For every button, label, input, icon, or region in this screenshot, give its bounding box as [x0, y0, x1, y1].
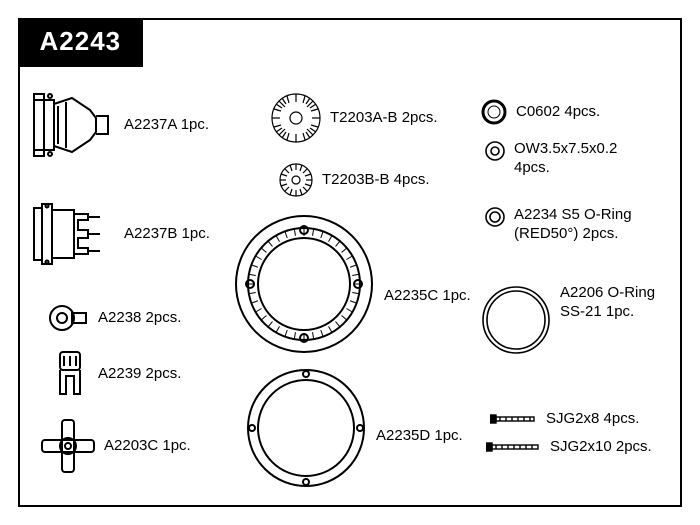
- a2206-icon: [480, 284, 552, 356]
- a2235c-icon: [232, 212, 376, 356]
- part-a2206: A2206 O-Ring SS-21 1pc.: [480, 284, 655, 356]
- a2234-icon: [484, 206, 506, 228]
- a2238-label: A2238 2pcs.: [98, 309, 181, 328]
- t2203b-label: T2203B-B 4pcs.: [322, 171, 430, 190]
- title-text: A2243: [40, 26, 122, 56]
- a2235d-icon: [244, 366, 368, 490]
- sjg2x8-label: SJG2x8 4pcs.: [546, 410, 639, 429]
- part-a2235c: A2235C 1pc.: [232, 212, 471, 356]
- title-block: A2243: [18, 18, 144, 67]
- part-a2238: A2238 2pcs.: [46, 298, 181, 338]
- part-t2203a: T2203A-B 2pcs.: [270, 92, 438, 144]
- a2203c-icon: [40, 418, 96, 474]
- a2206-label: A2206 O-Ring SS-21 1pc.: [560, 284, 655, 322]
- a2237a-label: A2237A 1pc.: [124, 116, 209, 135]
- ow-icon: [484, 140, 506, 162]
- part-a2234: A2234 S5 O-Ring (RED50°) 2pcs.: [484, 206, 632, 244]
- a2237b-label: A2237B 1pc.: [124, 225, 210, 244]
- sjg2x10-icon: [486, 441, 542, 453]
- sjg2x10-label: SJG2x10 2pcs.: [550, 438, 652, 457]
- ow-label: OW3.5x7.5x0.2 4pcs.: [514, 140, 617, 178]
- part-ow: OW3.5x7.5x0.2 4pcs.: [484, 140, 617, 178]
- sjg2x8-icon: [490, 413, 538, 425]
- a2237b-icon: [30, 198, 116, 270]
- part-a2237a: A2237A 1pc.: [30, 86, 209, 164]
- a2237a-icon: [30, 86, 116, 164]
- a2239-label: A2239 2pcs.: [98, 365, 181, 384]
- a2238-icon: [46, 298, 90, 338]
- t2203a-icon: [270, 92, 322, 144]
- part-c0602: C0602 4pcs.: [480, 98, 600, 126]
- part-a2235d: A2235D 1pc.: [244, 366, 463, 490]
- part-sjg2x10: SJG2x10 2pcs.: [486, 438, 652, 457]
- part-a2239: A2239 2pcs.: [50, 350, 181, 398]
- part-t2203b: T2203B-B 4pcs.: [278, 162, 430, 198]
- part-a2237b: A2237B 1pc.: [30, 198, 210, 270]
- a2235c-label: A2235C 1pc.: [384, 287, 471, 306]
- a2234-label: A2234 S5 O-Ring (RED50°) 2pcs.: [514, 206, 632, 244]
- t2203a-label: T2203A-B 2pcs.: [330, 109, 438, 128]
- diagram-frame: A2243 A2237A 1pc.: [18, 18, 682, 507]
- c0602-icon: [480, 98, 508, 126]
- a2203c-label: A2203C 1pc.: [104, 437, 191, 456]
- a2235d-label: A2235D 1pc.: [376, 427, 463, 446]
- part-a2203c: A2203C 1pc.: [40, 418, 191, 474]
- part-sjg2x8: SJG2x8 4pcs.: [490, 410, 639, 429]
- a2239-icon: [50, 350, 90, 398]
- t2203b-icon: [278, 162, 314, 198]
- c0602-label: C0602 4pcs.: [516, 103, 600, 122]
